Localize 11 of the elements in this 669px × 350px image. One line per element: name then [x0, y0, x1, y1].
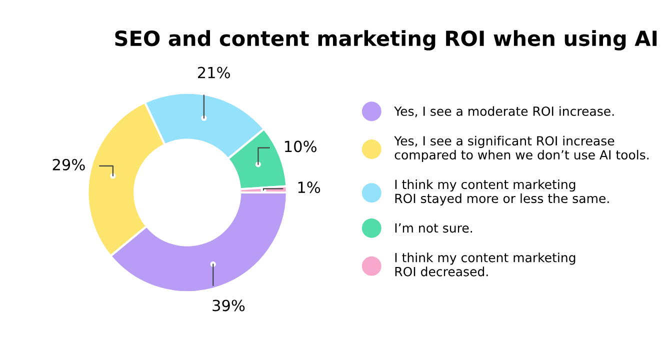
data-label: 10% — [285, 140, 316, 152]
legend-label: I think my content marketing ROI stayed more or less the same. — [395, 179, 609, 206]
data-label: 39% — [212, 300, 245, 312]
legend-label: Yes, I see a significant ROI increase compared to when we don’t use AI tools. — [394, 136, 648, 162]
data-label: 21% — [198, 66, 230, 78]
data-label: 1% — [298, 182, 320, 194]
legend-label: I think my content marketing ROI decreased. — [395, 252, 576, 276]
chart-title: SEO and content marketing ROI when using AI — [115, 30, 657, 50]
data-label: 29% — [52, 158, 85, 170]
legend-label: Yes, I see a moderate ROI increase. — [394, 106, 614, 118]
legend-label: I’m not sure. — [395, 223, 472, 233]
